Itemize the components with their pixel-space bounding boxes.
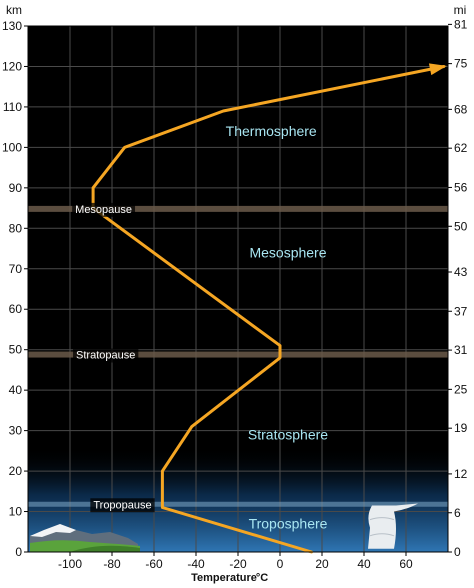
mountain-snow-icon (30, 524, 76, 537)
mesopause-label: Mesopause (75, 204, 132, 216)
stratopause-band (28, 351, 448, 358)
y2-tick-label-0: 0 (454, 545, 461, 559)
x-axis-unit: °C (256, 572, 268, 584)
x-tick-label-4: -20 (229, 557, 247, 571)
x-tick-label-6: 20 (315, 557, 329, 571)
mi-unit-label: mi (454, 3, 467, 17)
mesopause-label-bg (72, 202, 136, 217)
y-tick-label-11: 110 (3, 100, 22, 114)
forest-icon (70, 545, 140, 552)
y2-tick-label-1: 6 (454, 506, 461, 520)
profile-point-8 (123, 146, 126, 149)
cloud-shading-icon (369, 517, 395, 537)
thermosphere-label: Thermosphere (226, 123, 317, 139)
profile-point-2 (161, 469, 164, 473)
profile-point-4 (278, 356, 282, 359)
y2-tick-label-4: 25 (454, 382, 468, 396)
profile-point-5 (278, 344, 282, 347)
y2-tick-label-6: 37 (454, 304, 468, 318)
y-tick-label-1: 10 (9, 505, 23, 519)
y2-tick-label-2: 12 (454, 467, 468, 481)
mesosphere-label: Mesosphere (249, 245, 326, 261)
y-tick-label-0: 0 (15, 545, 22, 559)
x-axis-title: Temperature (191, 572, 257, 584)
y2-tick-label-5: 31 (454, 343, 468, 357)
arrowhead-icon (428, 63, 447, 76)
y-tick-label-10: 100 (2, 140, 22, 154)
y-tick-label-2: 20 (9, 464, 23, 478)
y-tick-label-8: 80 (9, 221, 23, 235)
profile-point-1 (161, 506, 164, 509)
x-tick-label-5: 0 (277, 557, 284, 571)
tropopause-label-bg (90, 498, 155, 513)
y2-tick-label-10: 62 (454, 141, 468, 155)
mesopause-band (28, 205, 448, 212)
y2-tick-label-9: 56 (454, 180, 468, 194)
y2-tick-label-11: 68 (454, 102, 468, 116)
y-tick-label-13: 130 (2, 19, 22, 33)
y-tick-label-5: 50 (9, 343, 23, 357)
x-tick-label-1: -80 (103, 557, 121, 571)
y-tick-label-3: 30 (9, 424, 23, 438)
y-tick-label-4: 40 (9, 383, 23, 397)
y-tick-label-7: 70 (9, 262, 23, 276)
y2-tick-label-8: 50 (454, 219, 468, 233)
tropopause-band (28, 501, 448, 507)
x-tick-label-7: 40 (357, 557, 371, 571)
stratopause-label: Stratopause (76, 350, 135, 362)
y2-tick-label-12: 75 (454, 57, 468, 71)
profile-point-3 (190, 425, 193, 428)
profile-point-9 (222, 109, 225, 113)
stratosphere-label: Stratosphere (248, 427, 328, 443)
stratopause-label-bg (73, 348, 139, 363)
profile-point-7 (91, 186, 95, 190)
y2-tick-label-13: 81 (454, 17, 468, 31)
tropopause-label: Tropopause (93, 499, 151, 511)
x-tick-label-3: -40 (187, 557, 205, 571)
y2-tick-label-3: 19 (454, 421, 468, 435)
km-unit-label: km (6, 3, 22, 17)
troposphere-label: Troposphere (249, 516, 328, 532)
y2-tick-label-7: 43 (454, 265, 468, 279)
x-tick-label-8: 60 (399, 557, 413, 571)
x-tick-label-0: -100 (58, 557, 82, 571)
x-tick-label-2: -60 (145, 557, 163, 571)
cumulonimbus-cloud-icon (368, 503, 418, 549)
y-tick-label-12: 120 (2, 59, 22, 73)
y-tick-label-9: 90 (9, 181, 23, 195)
y-tick-label-6: 60 (9, 302, 23, 316)
